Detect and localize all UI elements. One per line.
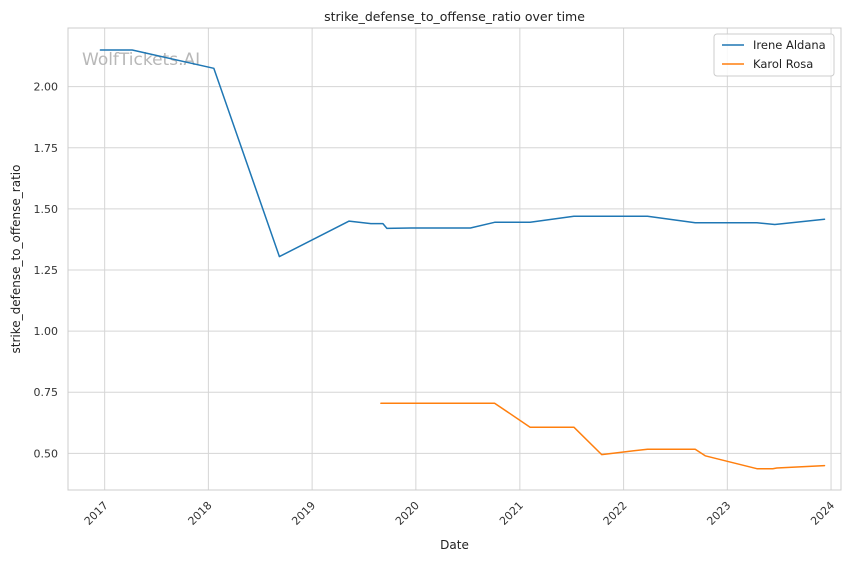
legend-label: Irene Aldana xyxy=(753,38,826,52)
y-tick-label: 1.75 xyxy=(34,142,59,155)
series-line-2 xyxy=(380,402,826,470)
y-tick-label: 1.25 xyxy=(34,264,59,277)
x-axis-label: Date xyxy=(440,538,469,552)
series-lines xyxy=(99,49,826,470)
legend-label: Karol Rosa xyxy=(753,57,813,71)
y-tick-label: 0.50 xyxy=(34,447,59,460)
plot-frame xyxy=(67,27,842,491)
chart-title: strike_defense_to_offense_ratio over tim… xyxy=(324,9,585,24)
y-tick-label: 1.50 xyxy=(34,203,59,216)
legend: Irene Aldana Karol Rosa xyxy=(713,33,835,77)
y-tick-label: 1.00 xyxy=(34,325,59,338)
y-tick-label: 0.75 xyxy=(34,386,59,399)
y-tick-labels: 0.50 0.75 1.00 1.25 1.50 1.75 2.00 xyxy=(34,81,59,461)
grid xyxy=(68,28,841,490)
series-line-1 xyxy=(99,49,826,258)
watermark: WolfTickets.AI xyxy=(82,50,200,70)
y-tick-label: 2.00 xyxy=(34,81,59,94)
y-axis-label: strike_defense_to_offense_ratio xyxy=(9,165,23,354)
